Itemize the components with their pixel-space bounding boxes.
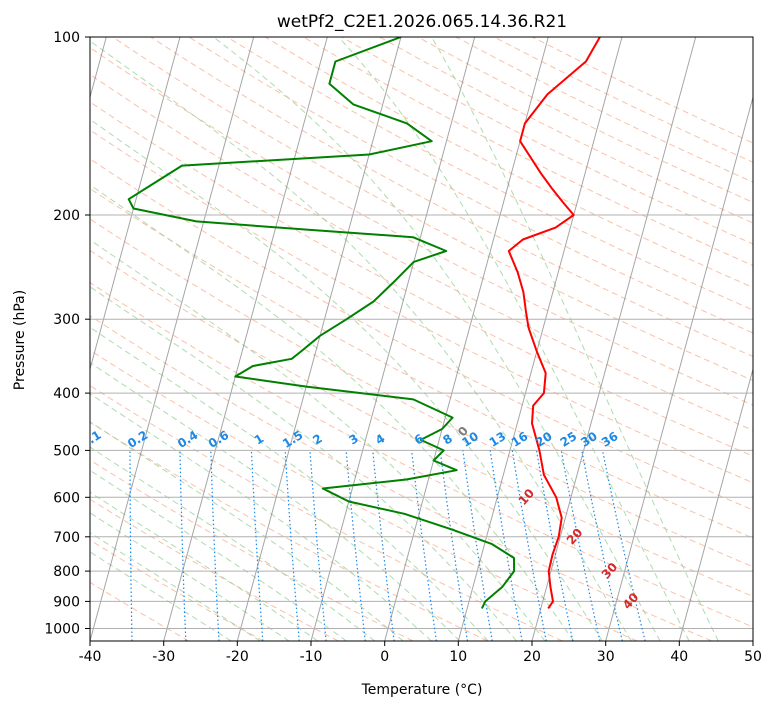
isotherm-line bbox=[90, 37, 255, 641]
y-tick-label: 800 bbox=[53, 564, 80, 580]
mixing-ratio-line bbox=[462, 450, 493, 641]
dry-adiabat-line bbox=[150, 37, 753, 358]
x-tick-label: 50 bbox=[744, 649, 762, 665]
x-tick-label: 10 bbox=[449, 649, 467, 665]
dry-adiabat-line bbox=[90, 73, 753, 431]
isotherm-line bbox=[310, 37, 476, 641]
moist-adiabat-line bbox=[90, 361, 461, 641]
x-tick-label: -10 bbox=[300, 649, 323, 665]
y-tick-label: 900 bbox=[53, 594, 80, 610]
background-lines bbox=[90, 37, 753, 641]
axes: -40 -30 -20 -10 0 10 20 30 40 50 100 200 300 400 500 60… bbox=[44, 30, 762, 665]
x-axis-label: Temperature (°C) bbox=[361, 682, 483, 698]
mixing-ratio-line bbox=[439, 450, 469, 641]
mixing-ratio-line bbox=[601, 450, 646, 641]
moist-adiabat-line bbox=[90, 491, 319, 641]
moist-adiabat-line bbox=[90, 239, 546, 641]
y-tick-label: 300 bbox=[53, 312, 80, 328]
moist-adiabat-line bbox=[90, 40, 632, 641]
moist-adiabat-line bbox=[431, 37, 719, 641]
isotherm-line bbox=[678, 367, 753, 641]
dewpoint-profile-line bbox=[127, 37, 516, 609]
x-tick-label: 0 bbox=[380, 649, 389, 665]
dry-adiabat-line bbox=[264, 37, 753, 289]
x-tick-label: -20 bbox=[226, 649, 249, 665]
moist-adiabat-line bbox=[90, 393, 432, 641]
dry-adiabat-line bbox=[90, 315, 712, 641]
y-tick-label: 600 bbox=[53, 490, 80, 506]
mixing-ratio-line bbox=[372, 450, 395, 641]
y-tick-label: 500 bbox=[53, 443, 80, 459]
chart-title: wetPf2_C2E1.2026.065.14.36.R21 bbox=[277, 12, 567, 32]
dry-adiabat-line bbox=[112, 37, 753, 382]
isotherm-line bbox=[163, 37, 328, 641]
dry-adiabat-line bbox=[90, 281, 753, 628]
x-tick-label: 20 bbox=[523, 649, 541, 665]
dry-adiabat-line bbox=[90, 187, 753, 539]
y-tick-label: 700 bbox=[53, 530, 80, 546]
moist-adiabat-line bbox=[90, 184, 574, 641]
isotherm-line bbox=[531, 37, 697, 641]
moist-adiabat-line bbox=[90, 421, 404, 641]
moist-adiabat-line bbox=[90, 469, 347, 641]
y-tick-label: 400 bbox=[53, 386, 80, 402]
temperature-profile-line bbox=[507, 37, 601, 609]
moist-adiabat-line bbox=[90, 446, 376, 641]
dry-adiabat-line bbox=[90, 249, 753, 598]
x-tick-label: 30 bbox=[597, 649, 615, 665]
mixing-ratio-line bbox=[345, 450, 366, 641]
mixing-ratio-line bbox=[411, 450, 437, 641]
moist-adiabat-line bbox=[338, 37, 690, 641]
dry-adiabat-line bbox=[90, 581, 190, 641]
mixing-ratio-line bbox=[560, 450, 601, 641]
moist-adiabat-line bbox=[90, 118, 603, 641]
dry-adiabat-line bbox=[90, 384, 563, 641]
x-tick-label: 40 bbox=[670, 649, 688, 665]
y-tick-label: 200 bbox=[53, 208, 80, 224]
profile-lines bbox=[127, 37, 601, 609]
dry-adiabat-line bbox=[90, 421, 488, 641]
mixing-ratio-line bbox=[581, 450, 623, 641]
dry-adiabat-line bbox=[90, 539, 264, 641]
dry-adiabat-line bbox=[90, 101, 753, 457]
isotherm-line bbox=[605, 95, 753, 641]
dry-adiabat-line bbox=[90, 349, 638, 641]
isotherm-line bbox=[90, 37, 181, 371]
x-tick-label: -40 bbox=[79, 649, 102, 665]
y-tick-label: 100 bbox=[53, 30, 80, 46]
moist-adiabat-line bbox=[90, 286, 517, 641]
isotherm-line bbox=[457, 37, 623, 641]
y-tick-label: 1000 bbox=[44, 622, 80, 638]
x-tick-label: -30 bbox=[152, 649, 175, 665]
y-axis-label: Pressure (hPa) bbox=[12, 290, 28, 390]
isotherm-line bbox=[236, 37, 402, 641]
plot-frame bbox=[89, 36, 754, 642]
